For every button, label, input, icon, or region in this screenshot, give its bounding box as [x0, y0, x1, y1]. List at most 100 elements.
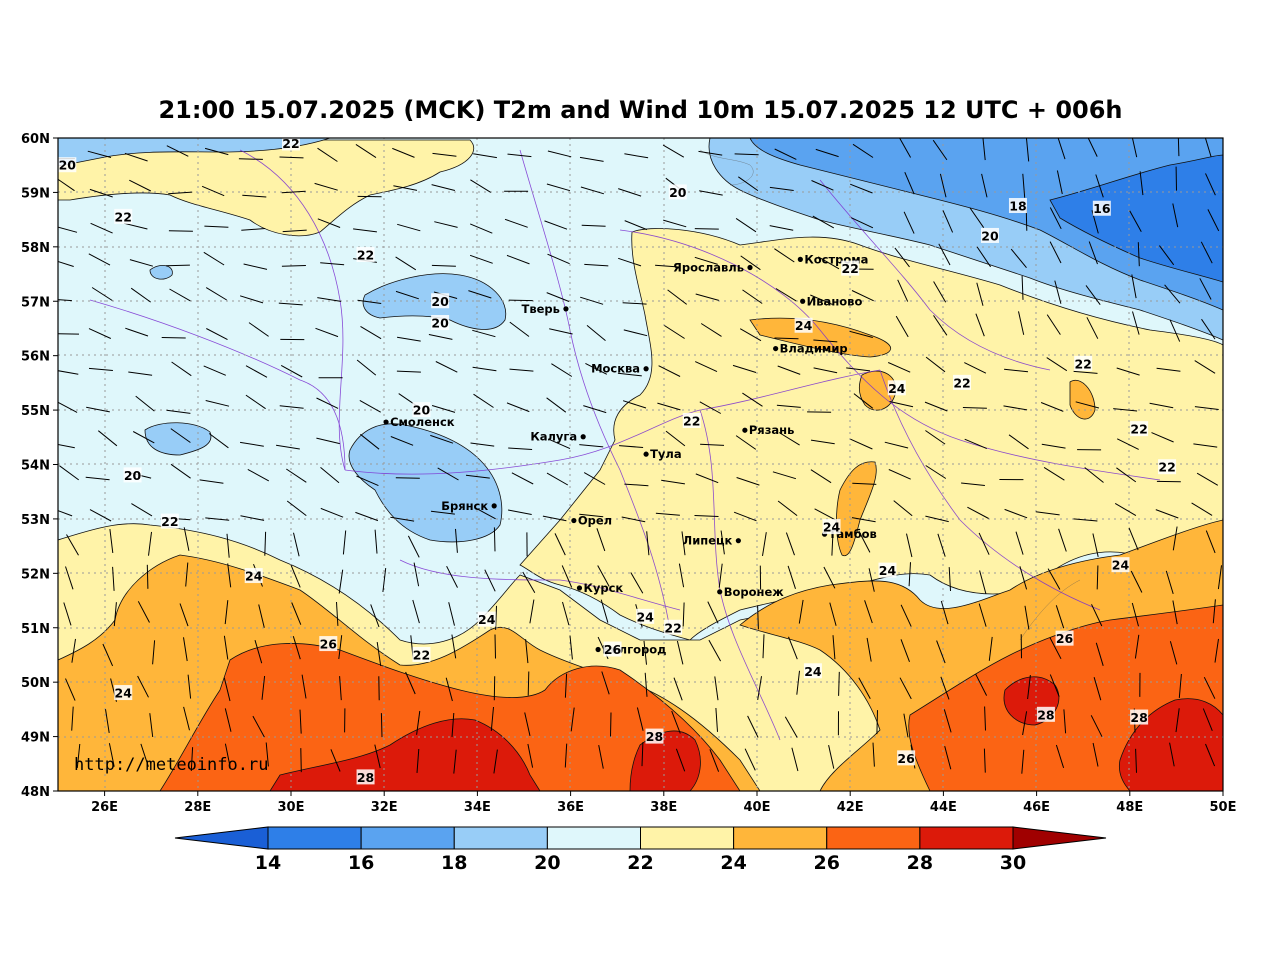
- wind-barb: [58, 510, 73, 517]
- wind-barb: [495, 605, 497, 630]
- wind-barb: [431, 405, 456, 413]
- wind-barb: [596, 528, 606, 552]
- wind-barb: [248, 322, 269, 337]
- wind-barb: [621, 516, 646, 523]
- wind-barb: [546, 292, 570, 302]
- watermark: http://meteoinfo.ru: [74, 755, 268, 775]
- wind-barb: [895, 315, 909, 338]
- wind-barb: [238, 158, 263, 160]
- wind-barb: [732, 364, 757, 373]
- city-dot: [580, 434, 586, 440]
- city-label: Воронеж: [724, 585, 785, 599]
- wind-barb: [815, 148, 839, 158]
- wind-barb: [286, 468, 307, 483]
- wind-barb: [564, 673, 568, 698]
- city-dot: [797, 256, 803, 262]
- contour-label: 20: [431, 316, 449, 331]
- field-26-middle-d: [836, 461, 877, 557]
- wind-barb: [720, 530, 725, 555]
- wind-barb: [1201, 318, 1216, 340]
- contour-label-bg: [114, 685, 133, 701]
- wind-barb: [282, 229, 307, 233]
- wind-barb: [903, 713, 909, 738]
- colorbar-label: 26: [814, 852, 840, 874]
- wind-barb: [490, 706, 494, 731]
- wind-barb: [430, 434, 454, 444]
- wind-barb: [700, 323, 722, 337]
- lat-label: 55N: [21, 404, 50, 419]
- wind-barb: [1156, 367, 1181, 372]
- lat-label: 51N: [21, 622, 50, 637]
- wind-barb: [190, 747, 194, 772]
- wind-barb: [1092, 742, 1099, 767]
- wind-barb: [658, 365, 681, 377]
- wind-barb: [374, 744, 381, 769]
- wind-barb: [908, 562, 911, 587]
- contour-label: 18: [1009, 199, 1026, 214]
- wind-barb: [494, 634, 496, 659]
- wind-barb: [1114, 502, 1137, 517]
- wind-barb: [858, 677, 871, 700]
- city-dot: [742, 427, 748, 433]
- contour-label: 24: [636, 609, 654, 624]
- wind-barb: [655, 264, 680, 268]
- wind-barb: [1212, 599, 1216, 624]
- wind-barb: [579, 156, 604, 162]
- wind-barb: [320, 262, 345, 266]
- contour-label: 20: [124, 468, 142, 483]
- wind-barb: [976, 282, 984, 306]
- wind-barb: [286, 500, 307, 516]
- contour-label-bg: [1036, 706, 1055, 722]
- wind-barb: [1139, 171, 1144, 196]
- wind-barb: [226, 533, 230, 558]
- wind-barb: [522, 571, 536, 594]
- wind-barb: [356, 475, 379, 487]
- wind-barb: [937, 533, 946, 557]
- wind-barb: [544, 220, 568, 230]
- wind-barb: [353, 228, 377, 233]
- colorbar-bin: [640, 826, 735, 850]
- wind-barb: [223, 677, 231, 702]
- wind-barb: [569, 635, 573, 660]
- wind-barb: [508, 447, 533, 450]
- contour-label-bg: [664, 619, 683, 635]
- wind-barb: [811, 180, 834, 191]
- wind-barb: [1073, 518, 1098, 522]
- contour-label: 20: [431, 294, 449, 309]
- wind-barb: [1093, 677, 1102, 701]
- contour-label-bg: [477, 611, 496, 627]
- wind-barb: [551, 363, 573, 377]
- wind-barb: [899, 138, 912, 158]
- wind-barb: [580, 296, 604, 305]
- contour-label: 22: [282, 136, 299, 151]
- wind-barb: [936, 640, 946, 664]
- wind-barb: [694, 228, 719, 230]
- wind-barb: [148, 531, 152, 556]
- wind-barb: [1193, 443, 1218, 448]
- wind-barb: [245, 365, 268, 378]
- wind-barb: [493, 527, 496, 552]
- contour-label-bg: [803, 663, 822, 679]
- wind-barb: [484, 569, 496, 592]
- wind-barb: [899, 677, 912, 700]
- wind-barb: [715, 707, 718, 732]
- wind-barb: [140, 743, 149, 767]
- contour-label-bg: [953, 374, 972, 390]
- wind-barb: [622, 400, 647, 409]
- wind-barb: [542, 515, 567, 522]
- wind-barb: [938, 243, 951, 266]
- wind-barb: [546, 183, 571, 192]
- wind-barb: [1046, 357, 1068, 372]
- wind-barb: [1047, 568, 1061, 590]
- contour-label-bg: [319, 636, 338, 652]
- wind-barb: [395, 256, 417, 271]
- wind-barb: [395, 477, 420, 479]
- wind-barb: [849, 330, 873, 338]
- field-18-northeast: [749, 138, 1223, 311]
- lat-label: 49N: [21, 731, 50, 746]
- wind-barb: [948, 567, 951, 592]
- wind-barb: [673, 677, 683, 701]
- wind-barb: [204, 147, 229, 156]
- wind-barb: [1063, 709, 1067, 734]
- wind-barb: [1207, 209, 1220, 232]
